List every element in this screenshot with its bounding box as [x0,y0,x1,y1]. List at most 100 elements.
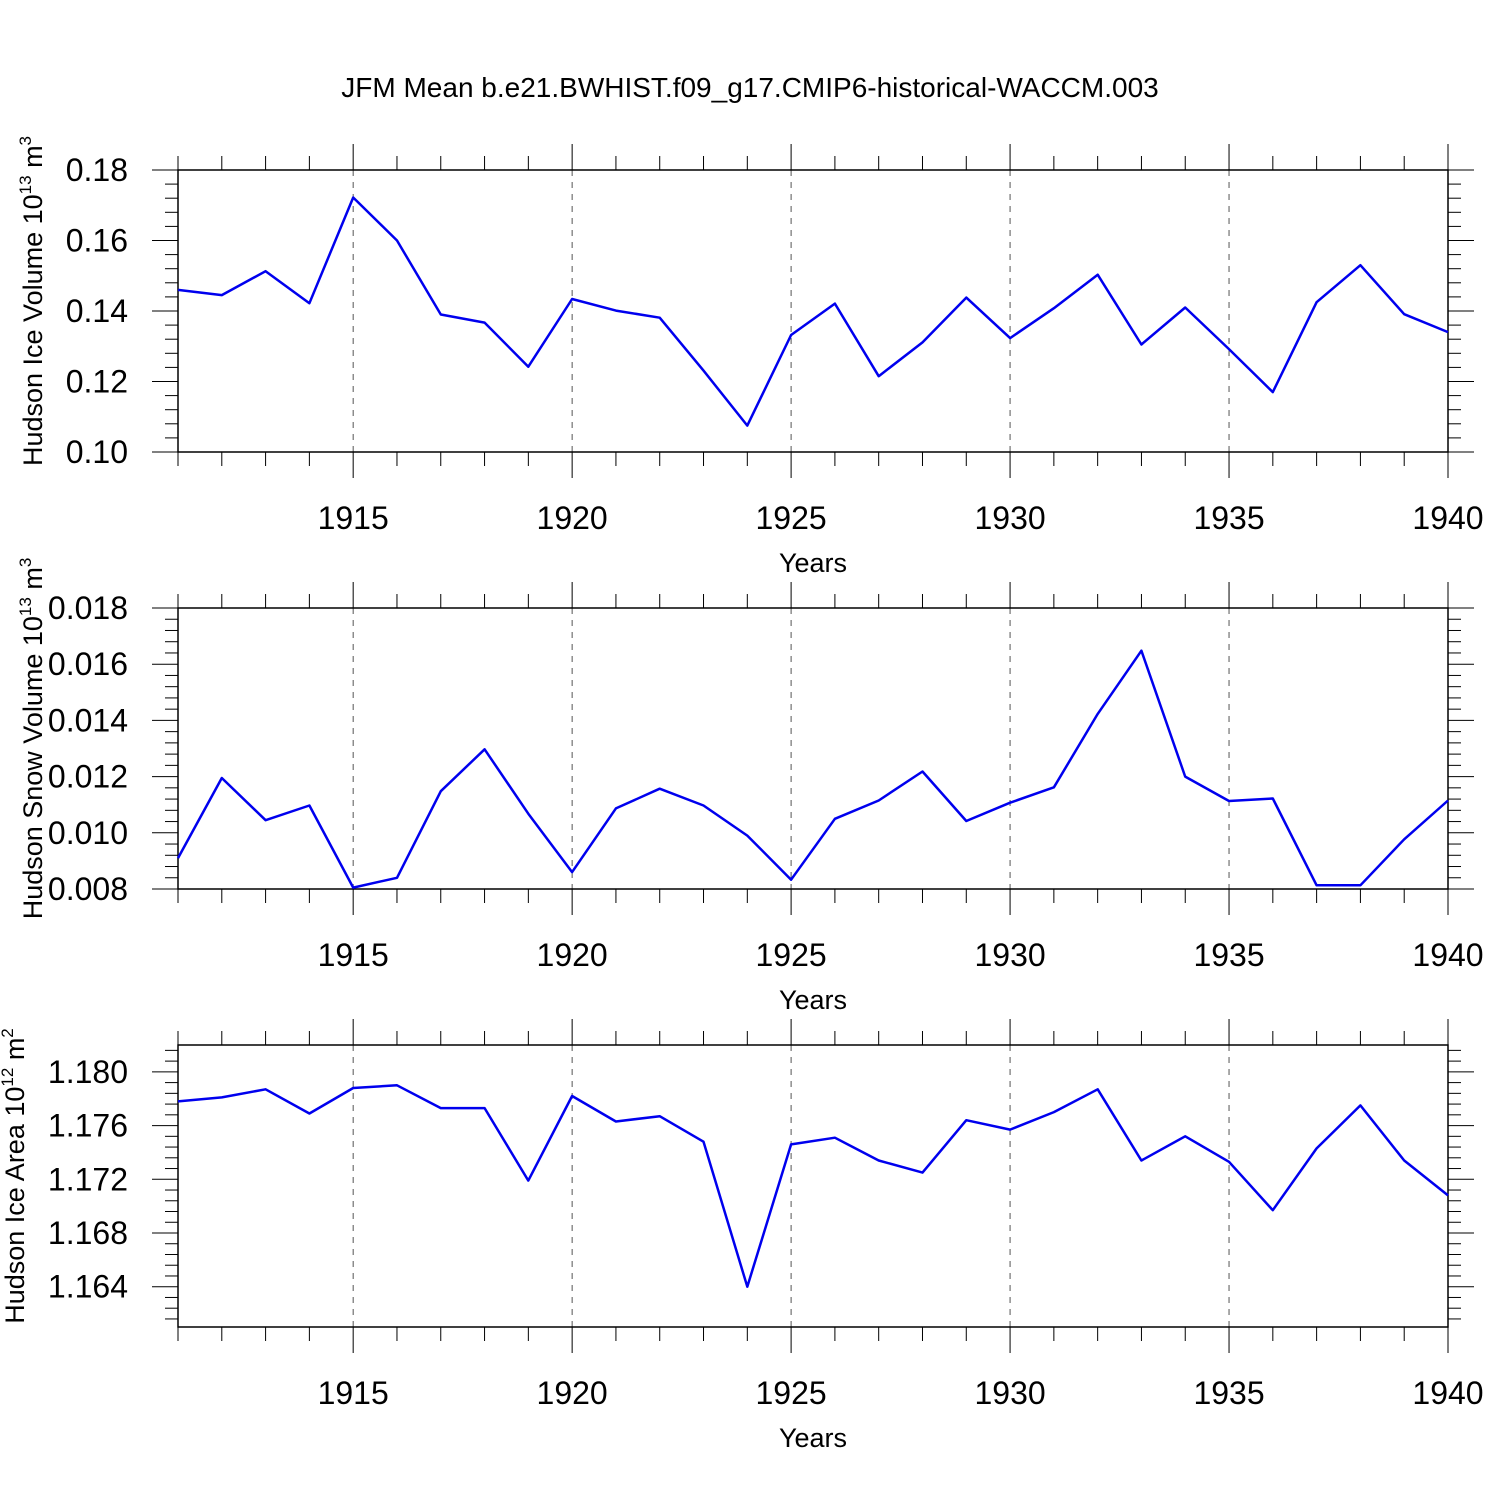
x-tick-label: 1930 [974,937,1045,973]
data-point [833,1136,837,1140]
data-point [526,812,530,816]
data-point [658,1114,662,1118]
data-point [1052,785,1056,789]
data-point [920,340,924,344]
x-tick-label: 1930 [974,500,1045,536]
y-axis-unit-power: 2 [0,1028,17,1037]
data-point [1096,273,1100,277]
data-point [1446,798,1450,802]
x-tick-label: 1925 [756,937,827,973]
data-point [1139,649,1143,653]
data-point [176,856,180,860]
data-point [1402,312,1406,316]
data-point [1227,799,1231,803]
data-point [614,1120,618,1124]
y-axis-title-text: Hudson Snow Volume 10 [18,616,48,919]
data-point [1402,1158,1406,1162]
data-point [702,1140,706,1144]
data-point [658,316,662,320]
x-axis-title: Years [779,548,847,578]
data-point [789,333,793,337]
x-axis-title: Years [779,1423,847,1453]
data-point [964,819,968,823]
y-tick-label: 1.168 [48,1215,128,1251]
data-point [1358,883,1362,887]
y-tick-label: 0.014 [48,702,128,738]
series-line [177,196,1449,427]
y-axis-title: Hudson Ice Area 1012 m2 [0,1028,30,1324]
x-tick-label: 1915 [318,500,389,536]
y-axis-unit: m [18,145,48,175]
plot-frame [177,607,1449,890]
chart-title: JFM Mean b.e21.BWHIST.f09_g17.CMIP6-hist… [341,72,1158,103]
data-point [964,1118,968,1122]
data-point [877,798,881,802]
data-point [439,1106,443,1110]
data-point [176,288,180,292]
y-tick-label: 1.164 [48,1269,128,1305]
data-point [395,239,399,243]
x-tick-label: 1915 [318,1375,389,1411]
y-axis-unit-power: 3 [16,558,35,567]
data-point [570,870,574,874]
x-tick-label: 1935 [1193,937,1264,973]
panel-3: 1.164 1.168 1.172 1.176 1.180 1915 1920 1925 193… [0,1019,1484,1453]
data-point [920,1171,924,1175]
data-point [570,297,574,301]
data-point [789,878,793,882]
panel-2: 0.008 0.010 0.012 0.014 0.016 0.018 1915 1920 19… [16,558,1484,1015]
y-axis-unit: m [0,1038,30,1068]
data-point [702,369,706,373]
data-point [920,770,924,774]
data-point [1052,1110,1056,1114]
data-point [1183,1134,1187,1138]
y-tick-label: 0.012 [48,759,128,795]
panel-1: 0.10 0.12 0.14 0.16 0.18 1915 1920 1925 1930 1935… [16,136,1484,578]
data-point [614,806,618,810]
y-tick-label: 1.176 [48,1108,128,1144]
y-tick-label: 0.14 [66,293,128,329]
data-point [570,1094,574,1098]
data-point [1358,263,1362,267]
x-tick-label: 1920 [537,1375,608,1411]
data-point [877,1158,881,1162]
data-point [1271,1208,1275,1212]
data-point [176,1099,180,1103]
data-point [1315,300,1319,304]
data-point [1446,1193,1450,1197]
data-point [745,1285,749,1289]
data-point [351,886,355,890]
data-point [395,1083,399,1087]
data-point [1008,801,1012,805]
panels: 0.10 0.12 0.14 0.16 0.18 1915 1920 1925 1930 1935… [0,136,1484,1453]
data-point [264,269,268,273]
x-tick-label: 1940 [1412,500,1483,536]
y-tick-label: 1.172 [48,1161,128,1197]
data-point [220,293,224,297]
data-point [1052,306,1056,310]
x-tick-label: 1940 [1412,1375,1483,1411]
data-point [1271,797,1275,801]
x-tick-label: 1920 [537,937,608,973]
data-point [526,1179,530,1183]
data-point [395,876,399,880]
data-point [1183,775,1187,779]
data-point [658,787,662,791]
data-point [702,804,706,808]
data-point [1096,1087,1100,1091]
y-axis-title-text: Hudson Ice Area 10 [0,1087,30,1324]
data-point [307,1111,311,1115]
x-tick-label: 1940 [1412,937,1483,973]
series-line [176,649,1449,889]
data-point [1315,883,1319,887]
y-tick-label: 0.008 [48,871,128,907]
data-point [264,818,268,822]
data-point [307,301,311,305]
y-tick-label: 0.016 [48,646,128,682]
y-tick-label: 0.018 [48,590,128,626]
data-point [439,313,443,317]
plot-frame [177,1044,1449,1328]
y-axis-unit-power: 3 [16,136,35,145]
data-point [220,1095,224,1099]
data-point [439,789,443,793]
